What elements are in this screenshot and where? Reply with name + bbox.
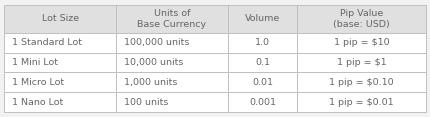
Text: Volume: Volume bbox=[245, 14, 280, 23]
Text: 100,000 units: 100,000 units bbox=[124, 38, 189, 47]
Bar bbox=[4, 5, 116, 33]
Bar bbox=[227, 33, 297, 53]
Text: 1 pip = $0.01: 1 pip = $0.01 bbox=[329, 98, 394, 107]
Text: 1 pip = $10: 1 pip = $10 bbox=[334, 38, 389, 47]
Bar bbox=[116, 53, 227, 73]
Text: 1 pip = $0.10: 1 pip = $0.10 bbox=[329, 78, 394, 87]
Bar bbox=[116, 92, 227, 112]
Text: 1 Micro Lot: 1 Micro Lot bbox=[12, 78, 64, 87]
Bar bbox=[4, 92, 116, 112]
Text: 10,000 units: 10,000 units bbox=[124, 58, 183, 67]
Text: 0.001: 0.001 bbox=[249, 98, 276, 107]
Bar bbox=[116, 33, 227, 53]
Text: 100 units: 100 units bbox=[124, 98, 168, 107]
Bar bbox=[227, 5, 297, 33]
Bar bbox=[116, 5, 227, 33]
Text: 1,000 units: 1,000 units bbox=[124, 78, 177, 87]
Text: Lot Size: Lot Size bbox=[42, 14, 79, 23]
Text: 1 Nano Lot: 1 Nano Lot bbox=[12, 98, 63, 107]
Bar bbox=[116, 73, 227, 92]
Text: 0.01: 0.01 bbox=[252, 78, 273, 87]
Text: 1.0: 1.0 bbox=[255, 38, 270, 47]
Bar bbox=[227, 92, 297, 112]
Text: Pip Value
(base: USD): Pip Value (base: USD) bbox=[333, 9, 390, 29]
Text: 1 pip = $1: 1 pip = $1 bbox=[337, 58, 386, 67]
Bar bbox=[227, 73, 297, 92]
Text: 1 Mini Lot: 1 Mini Lot bbox=[12, 58, 58, 67]
Bar bbox=[297, 73, 426, 92]
Bar bbox=[297, 53, 426, 73]
Text: 0.1: 0.1 bbox=[255, 58, 270, 67]
Bar bbox=[297, 92, 426, 112]
Text: Units of
Base Currency: Units of Base Currency bbox=[137, 9, 206, 29]
Bar bbox=[297, 33, 426, 53]
Bar bbox=[4, 33, 116, 53]
Bar bbox=[227, 53, 297, 73]
Bar bbox=[4, 73, 116, 92]
Bar bbox=[297, 5, 426, 33]
Text: 1 Standard Lot: 1 Standard Lot bbox=[12, 38, 82, 47]
Bar bbox=[4, 53, 116, 73]
